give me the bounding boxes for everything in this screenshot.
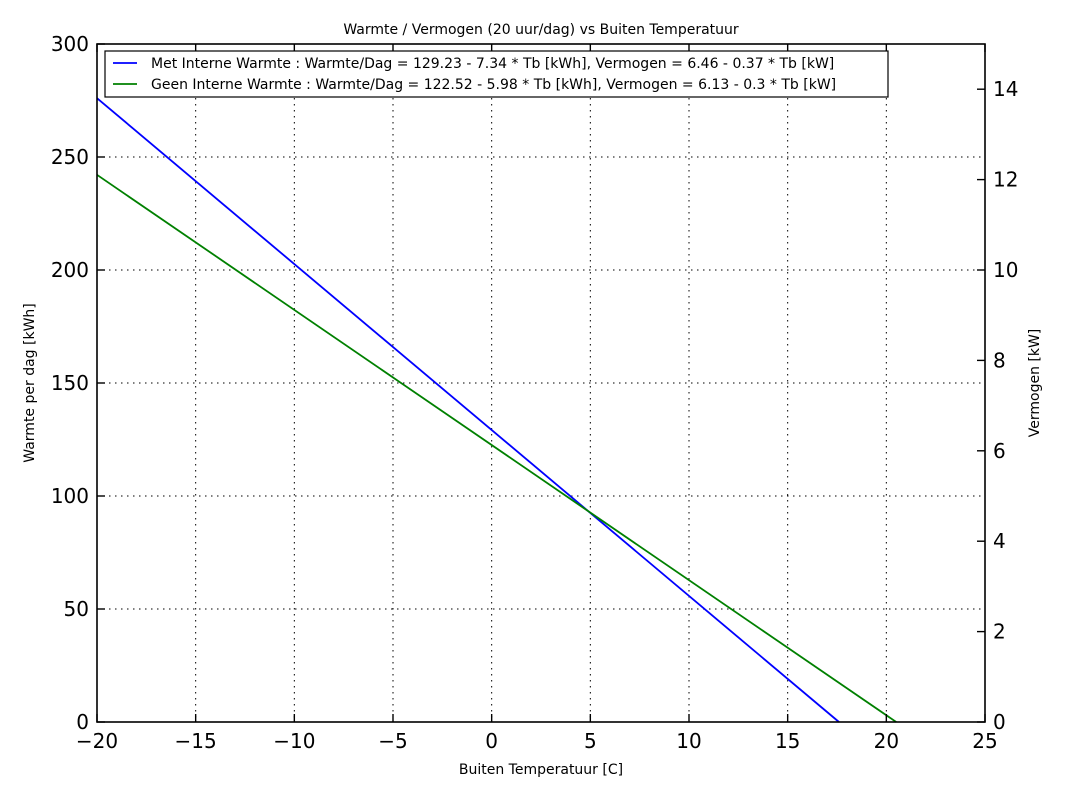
y-tick-label: 0	[76, 710, 89, 734]
y2-tick-label: 6	[993, 439, 1006, 463]
y2-tick-label: 0	[993, 710, 1006, 734]
legend-label: Geen Interne Warmte : Warmte/Dag = 122.5…	[151, 77, 836, 93]
x-tick-label: 5	[584, 729, 597, 753]
y2-tick-label: 12	[993, 168, 1018, 192]
x-tick-label: 25	[972, 729, 997, 753]
plot-lines	[96, 97, 897, 723]
x-tick-label: −5	[378, 729, 407, 753]
x-tick-label: −20	[76, 729, 118, 753]
legend-box	[104, 50, 889, 98]
y-tick-label: 300	[51, 32, 89, 56]
y2-axis-label: Vermogen [kW]	[1027, 329, 1043, 438]
axes-ticks: −20 −15 −10 −5 0 5 10 15 20 250501001502002503000…	[51, 32, 1019, 753]
x-tick-label: 15	[775, 729, 800, 753]
x-axis-label: Buiten Temperatuur [C]	[459, 762, 623, 778]
legend-label: Met Interne Warmte : Warmte/Dag = 129.23…	[151, 56, 834, 72]
y2-tick-label: 8	[993, 348, 1006, 372]
legend: Met Interne Warmte : Warmte/Dag = 129.23…	[104, 50, 889, 98]
y2-tick-label: 14	[993, 77, 1018, 101]
grid	[97, 44, 985, 722]
x-tick-label: 20	[874, 729, 899, 753]
series-line	[96, 97, 840, 723]
y-tick-label: 100	[51, 484, 89, 508]
y-tick-label: 250	[51, 145, 89, 169]
chart-title: Warmte / Vermogen (20 uur/dag) vs Buiten…	[343, 22, 739, 38]
y2-tick-label: 10	[993, 258, 1018, 282]
y-tick-label: 150	[51, 371, 89, 395]
y-tick-label: 200	[51, 258, 89, 282]
y2-tick-label: 2	[993, 620, 1006, 644]
y-axis-label: Warmte per dag [kWh]	[22, 303, 38, 462]
x-tick-label: −15	[175, 729, 217, 753]
y2-tick-label: 4	[993, 529, 1006, 553]
x-tick-label: 0	[485, 729, 498, 753]
y-tick-label: 50	[64, 597, 89, 621]
x-tick-label: 10	[676, 729, 701, 753]
x-tick-label: −10	[273, 729, 315, 753]
series-line	[96, 174, 897, 723]
